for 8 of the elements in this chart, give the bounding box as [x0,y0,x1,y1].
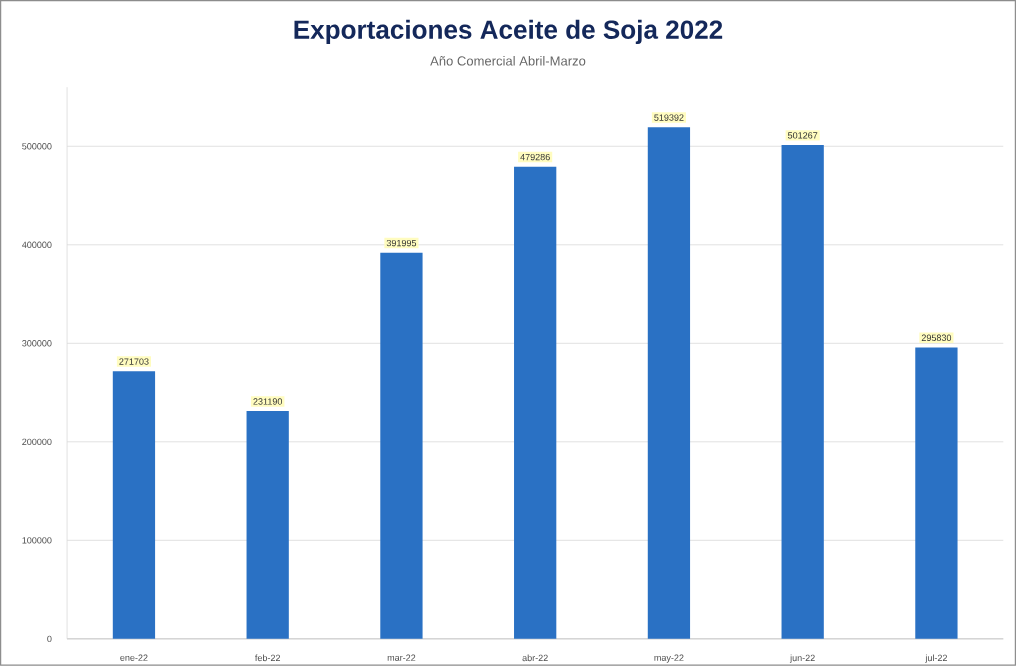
bar [112,371,156,640]
chart-title: Exportaciones Aceite de Soja 2022 [294,19,723,45]
bar [514,166,557,640]
bar [380,252,423,640]
bar [915,347,958,640]
bar [647,127,691,640]
bar [781,145,824,640]
bar [246,411,289,640]
